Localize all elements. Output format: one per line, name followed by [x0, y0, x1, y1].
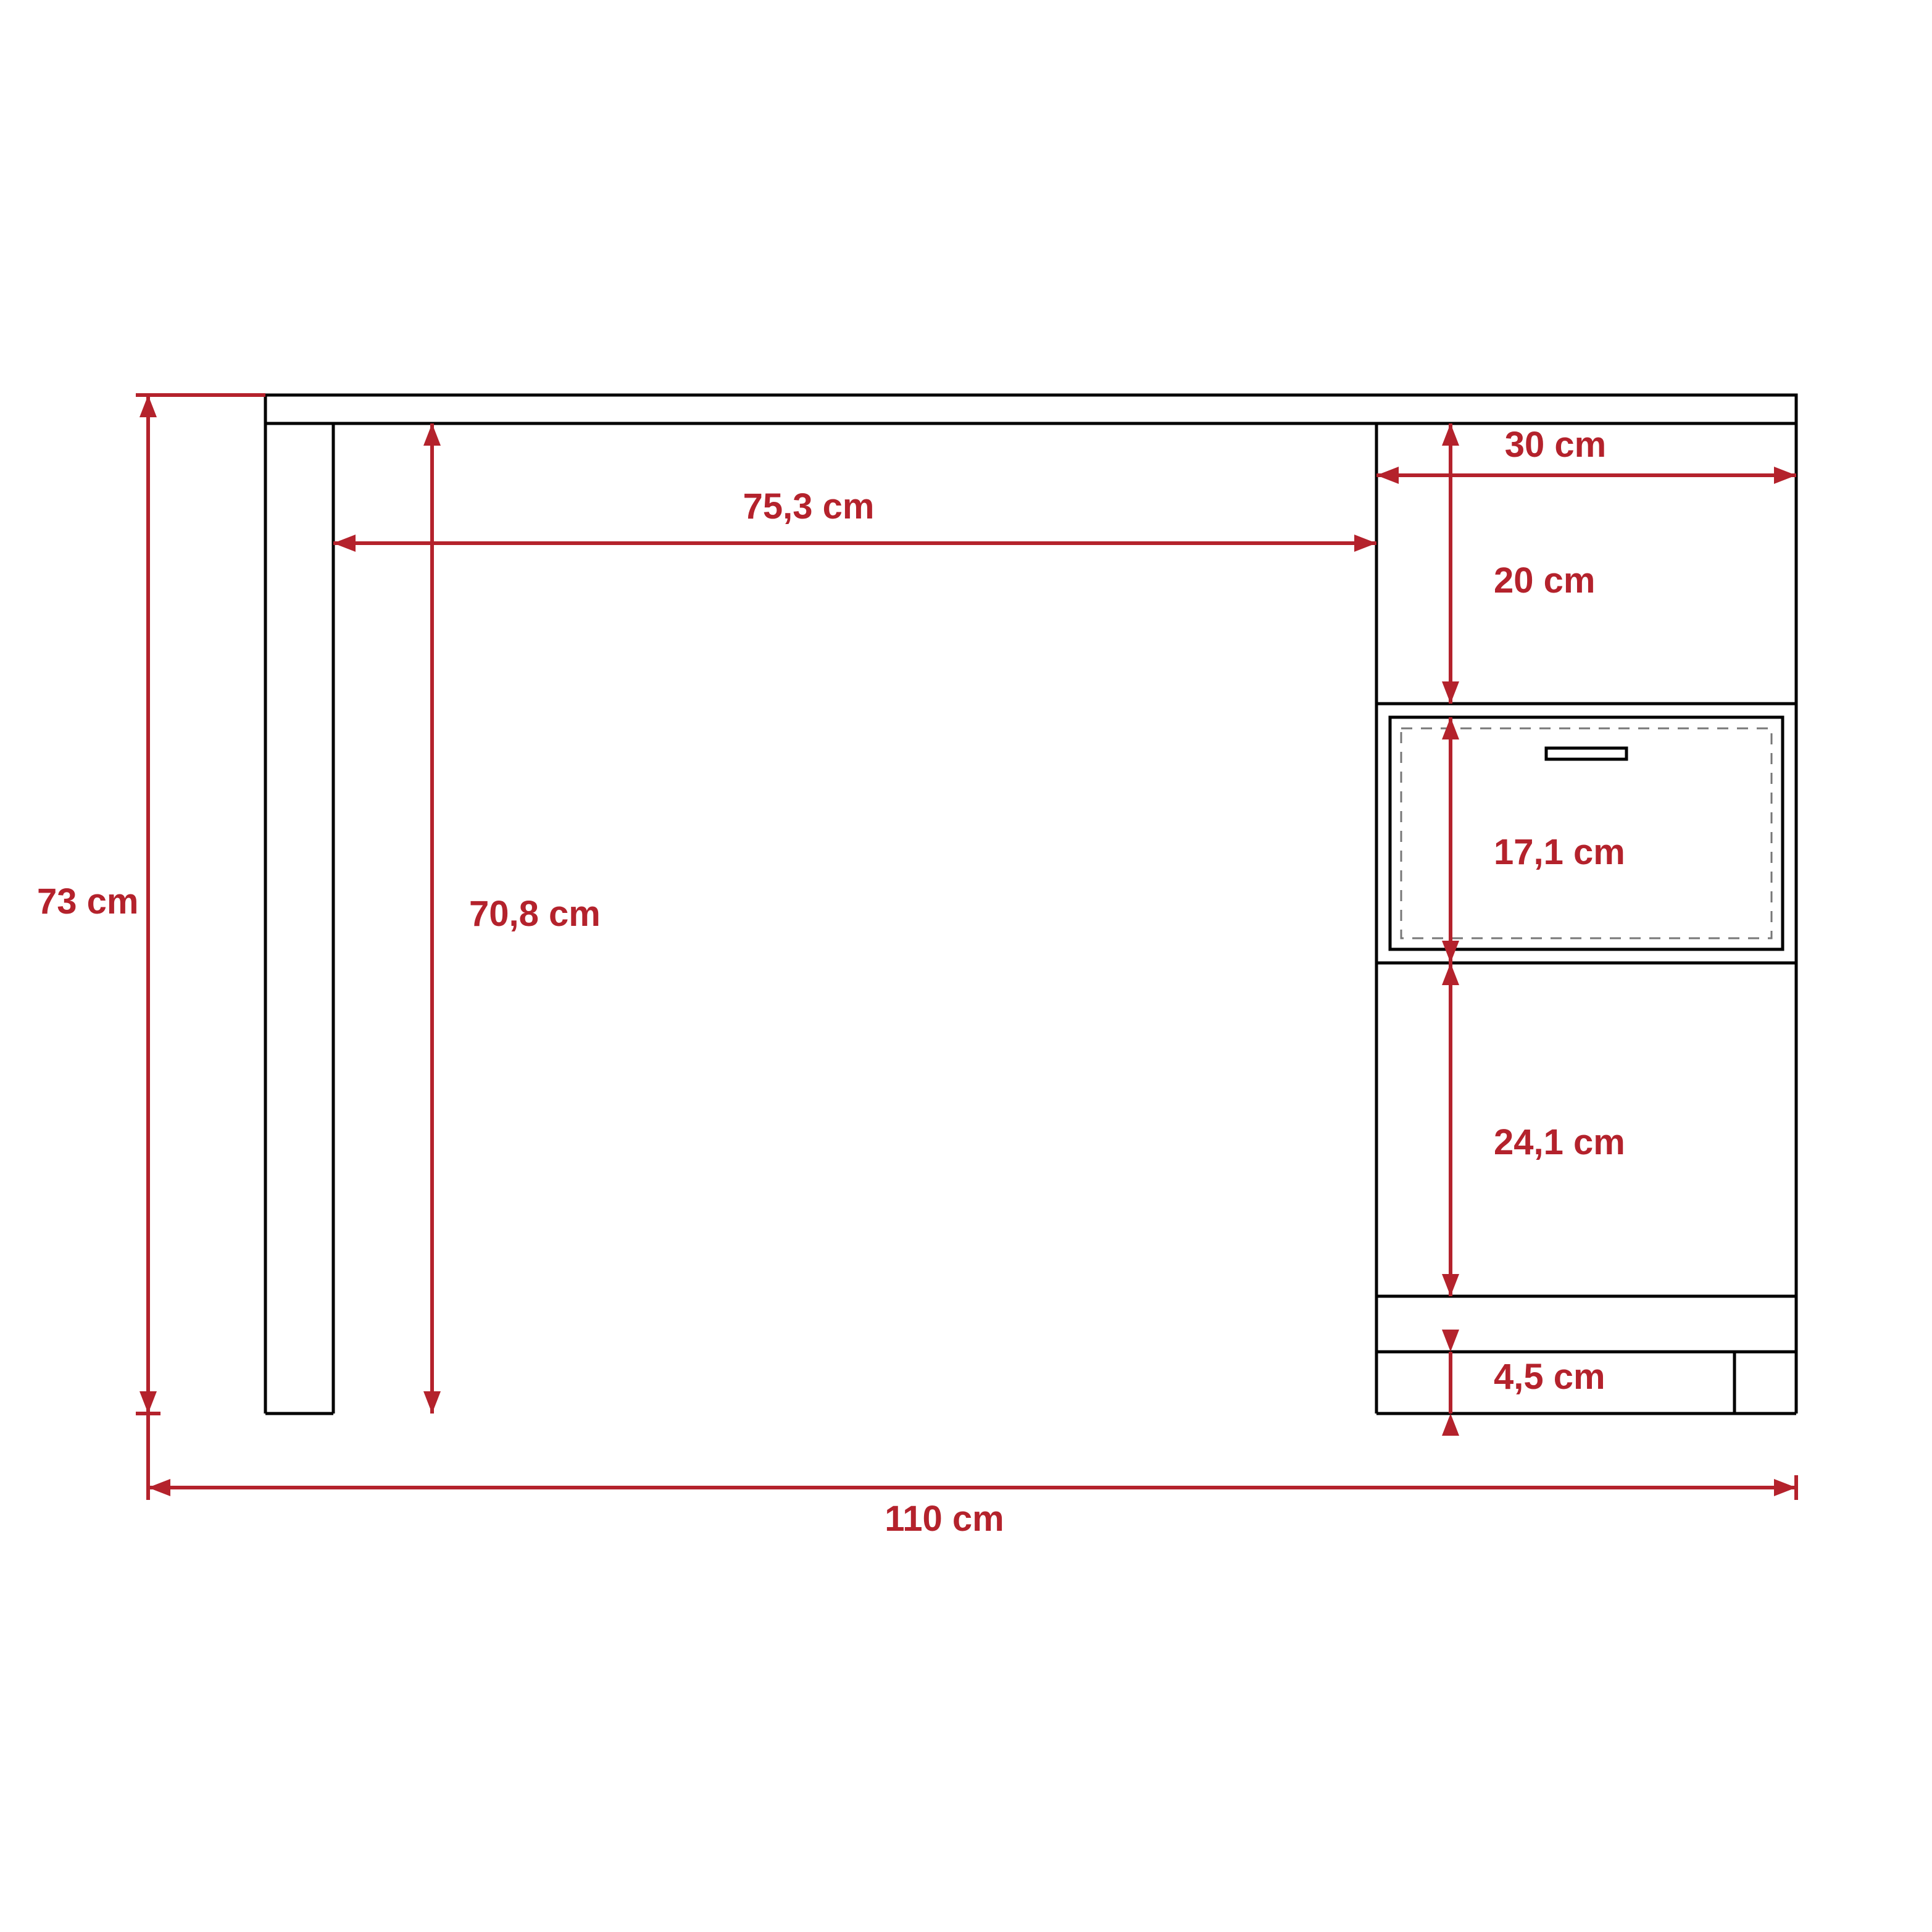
- svg-text:20 cm: 20 cm: [1494, 560, 1595, 601]
- svg-text:30 cm: 30 cm: [1505, 425, 1606, 465]
- svg-text:73 cm: 73 cm: [37, 881, 138, 922]
- svg-text:24,1 cm: 24,1 cm: [1494, 1122, 1625, 1162]
- svg-text:70,8 cm: 70,8 cm: [469, 894, 601, 934]
- svg-text:4,5 cm: 4,5 cm: [1494, 1357, 1605, 1397]
- svg-text:110 cm: 110 cm: [885, 1499, 1004, 1539]
- svg-text:17,1 cm: 17,1 cm: [1494, 832, 1625, 872]
- svg-text:75,3 cm: 75,3 cm: [743, 486, 875, 527]
